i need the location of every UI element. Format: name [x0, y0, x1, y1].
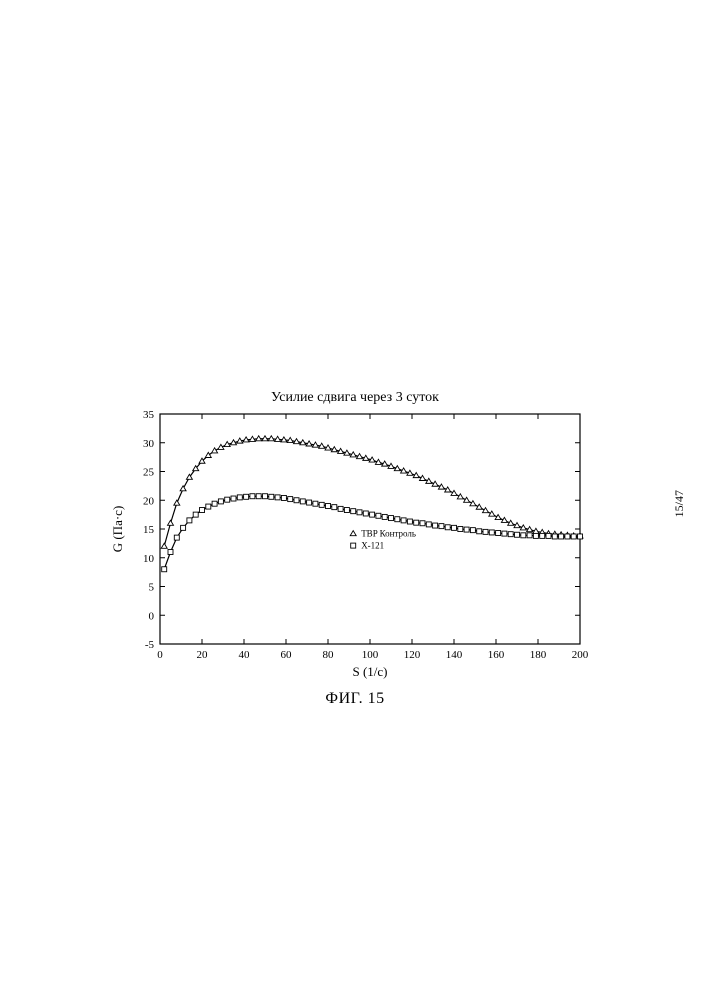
svg-text:0: 0: [149, 610, 155, 622]
svg-text:20: 20: [197, 649, 209, 661]
svg-text:15: 15: [143, 524, 155, 536]
svg-text:200: 200: [572, 649, 589, 661]
svg-text:5: 5: [149, 582, 155, 594]
svg-text:180: 180: [530, 649, 547, 661]
svg-text:TBP Контроль: TBP Контроль: [361, 529, 416, 539]
svg-text:160: 160: [488, 649, 505, 661]
svg-text:25: 25: [143, 467, 155, 479]
svg-text:10: 10: [143, 553, 155, 565]
chart-title: Усилие сдвига через 3 суток: [105, 390, 605, 406]
figure-caption: ФИГ. 15: [105, 690, 605, 708]
chart-svg: 020406080100120140160180200-505101520253…: [105, 408, 590, 684]
svg-text:G (Па·с): G (Па·с): [110, 506, 125, 553]
svg-text:60: 60: [281, 649, 293, 661]
svg-text:S (1/c): S (1/c): [352, 664, 387, 679]
svg-text:20: 20: [143, 495, 155, 507]
svg-text:30: 30: [143, 438, 155, 450]
svg-text:80: 80: [323, 649, 335, 661]
svg-text:-5: -5: [145, 639, 155, 651]
svg-text:100: 100: [362, 649, 379, 661]
svg-text:120: 120: [404, 649, 421, 661]
page-side-number: 15/47: [672, 490, 687, 517]
svg-text:40: 40: [239, 649, 251, 661]
svg-text:140: 140: [446, 649, 463, 661]
svg-text:35: 35: [143, 409, 155, 421]
chart-container: Усилие сдвига через 3 суток 020406080100…: [105, 390, 605, 708]
svg-text:X-121: X-121: [361, 541, 384, 551]
svg-text:0: 0: [157, 649, 163, 661]
